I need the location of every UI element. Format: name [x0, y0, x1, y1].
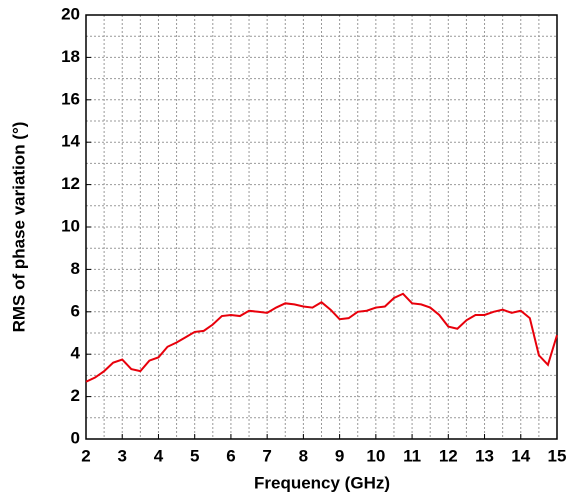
- y-axis-label: RMS of phase variation (°): [9, 122, 28, 333]
- y-tick-label: 14: [61, 132, 80, 151]
- x-tick-label: 6: [226, 446, 235, 465]
- y-tick-label: 16: [61, 89, 80, 108]
- x-axis-label: Frequency (GHz): [254, 473, 390, 492]
- x-tick-label: 9: [335, 446, 344, 465]
- y-tick-label: 4: [71, 344, 81, 363]
- x-tick-label: 13: [475, 446, 494, 465]
- plot-frame: [85, 14, 558, 440]
- x-tick-label: 3: [117, 446, 126, 465]
- y-tick-label: 0: [71, 428, 80, 447]
- x-tick-label: 7: [262, 446, 271, 465]
- x-tick-label: 15: [548, 446, 567, 465]
- y-tick-label: 6: [71, 301, 80, 320]
- y-tick-label: 10: [61, 216, 80, 235]
- y-tick-label: 2: [71, 386, 80, 405]
- y-tick-label: 18: [61, 47, 80, 66]
- x-tick-label: 2: [81, 446, 90, 465]
- x-tick-label: 5: [190, 446, 199, 465]
- x-tick-label: 12: [439, 446, 458, 465]
- y-tick-label: 12: [61, 174, 80, 193]
- data-line: [85, 292, 558, 383]
- y-tick-label: 20: [61, 4, 80, 23]
- y-tick-label: 8: [71, 259, 80, 278]
- x-tick-label: 14: [511, 446, 530, 465]
- x-tick-label: 10: [366, 446, 385, 465]
- x-tick-label: 4: [154, 446, 164, 465]
- x-tick-label: 11: [403, 446, 421, 465]
- x-tick-label: 8: [299, 446, 308, 465]
